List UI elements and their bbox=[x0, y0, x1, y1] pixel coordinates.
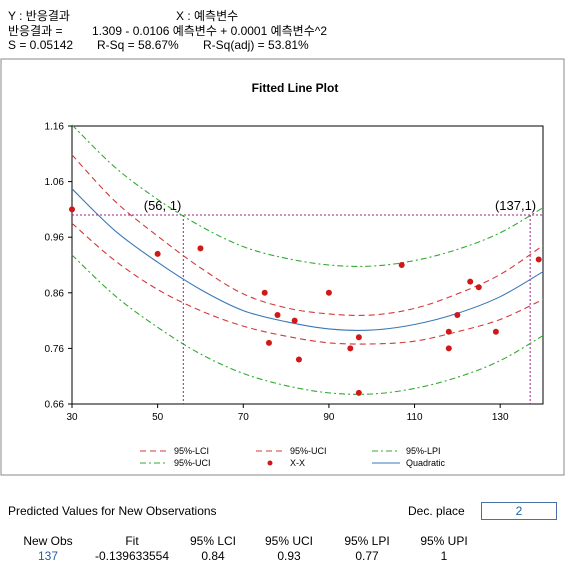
y-tick-label: 0.66 bbox=[45, 400, 65, 411]
data-point bbox=[347, 345, 354, 352]
y-tick-label: 0.76 bbox=[45, 344, 65, 355]
header-uci: 95% UCI bbox=[264, 534, 314, 548]
header-new-obs: New Obs bbox=[23, 534, 73, 548]
equation-value: 1.309 - 0.0106 예측변수 + 0.0001 예측변수^2 bbox=[92, 24, 328, 38]
response-label: Y : 반응결과 bbox=[8, 9, 70, 23]
value-fit: -0.139633554 bbox=[94, 549, 170, 563]
x-tick-label: 110 bbox=[407, 412, 423, 423]
dec-place-input[interactable]: 2 bbox=[481, 502, 557, 520]
value-lci: 0.84 bbox=[201, 549, 225, 563]
legend-label: 95%-UCI bbox=[174, 458, 211, 468]
data-point bbox=[69, 206, 75, 213]
data-point bbox=[398, 262, 405, 268]
s-value: S = 0.05142 bbox=[8, 38, 74, 52]
header-lpi: 95% LPI bbox=[344, 534, 390, 548]
legend-label: Quadratic bbox=[406, 458, 446, 468]
data-point bbox=[454, 312, 461, 319]
equation-label: 반응결과 = bbox=[8, 24, 63, 38]
chart-title: Fitted Line Plot bbox=[252, 81, 339, 95]
data-point bbox=[197, 245, 204, 252]
data-point bbox=[535, 256, 542, 263]
data-point bbox=[261, 289, 268, 296]
y-tick-label: 0.86 bbox=[45, 288, 65, 299]
series-line-1 bbox=[71, 222, 544, 345]
legend-label: 95%-UCI bbox=[290, 446, 327, 456]
data-point bbox=[355, 389, 362, 396]
r-sq-adj-value: R-Sq(adj) = 53.81% bbox=[203, 38, 309, 52]
y-tick-label: 0.96 bbox=[45, 233, 65, 244]
x-tick-label: 50 bbox=[152, 412, 164, 423]
x-tick-label: 70 bbox=[238, 412, 250, 423]
chart-frame bbox=[0, 58, 565, 476]
predicted-values-title: Predicted Values for New Observations bbox=[8, 504, 217, 518]
reference-label-right: (137,1) bbox=[495, 198, 536, 213]
plot-area bbox=[71, 125, 544, 405]
data-point bbox=[467, 278, 474, 285]
r-sq-value: R-Sq = 58.67% bbox=[97, 38, 179, 52]
series-line-4 bbox=[71, 254, 544, 395]
value-lpi: 0.77 bbox=[355, 549, 379, 563]
header-lci: 95% LCI bbox=[189, 534, 237, 548]
series-line-0 bbox=[71, 188, 544, 331]
data-point bbox=[265, 339, 272, 346]
data-point bbox=[445, 328, 452, 335]
value-new-obs: 137 bbox=[37, 549, 59, 563]
value-uci: 0.93 bbox=[277, 549, 301, 563]
legend-label: 95%-LPI bbox=[406, 446, 441, 456]
header-upi: 95% UPI bbox=[420, 534, 468, 548]
header-fit: Fit bbox=[125, 534, 139, 548]
x-tick-label: 30 bbox=[66, 412, 78, 423]
legend-swatch bbox=[267, 460, 273, 466]
data-point bbox=[295, 356, 302, 363]
x-tick-label: 130 bbox=[492, 412, 509, 423]
value-upi: 1 bbox=[440, 549, 448, 563]
series-line-2 bbox=[71, 154, 544, 316]
legend-label: 95%-LCI bbox=[174, 446, 209, 456]
data-point bbox=[274, 312, 281, 319]
x-tick-label: 90 bbox=[323, 412, 335, 423]
data-point bbox=[475, 284, 482, 291]
data-point bbox=[154, 250, 161, 257]
data-point bbox=[355, 334, 362, 341]
dec-place-label: Dec. place bbox=[408, 504, 465, 518]
y-tick-label: 1.06 bbox=[45, 177, 65, 188]
fitted-line-plot: Fitted Line Plot (56, 1) (137,1) 30 50 70 90… bbox=[0, 58, 565, 476]
data-point bbox=[492, 328, 499, 335]
data-point bbox=[291, 317, 298, 324]
data-point bbox=[325, 289, 332, 296]
legend-label: X-X bbox=[290, 458, 305, 468]
data-point bbox=[445, 345, 452, 352]
y-tick-label: 1.16 bbox=[45, 122, 65, 133]
predictor-label: X : 예측변수 bbox=[176, 9, 239, 23]
